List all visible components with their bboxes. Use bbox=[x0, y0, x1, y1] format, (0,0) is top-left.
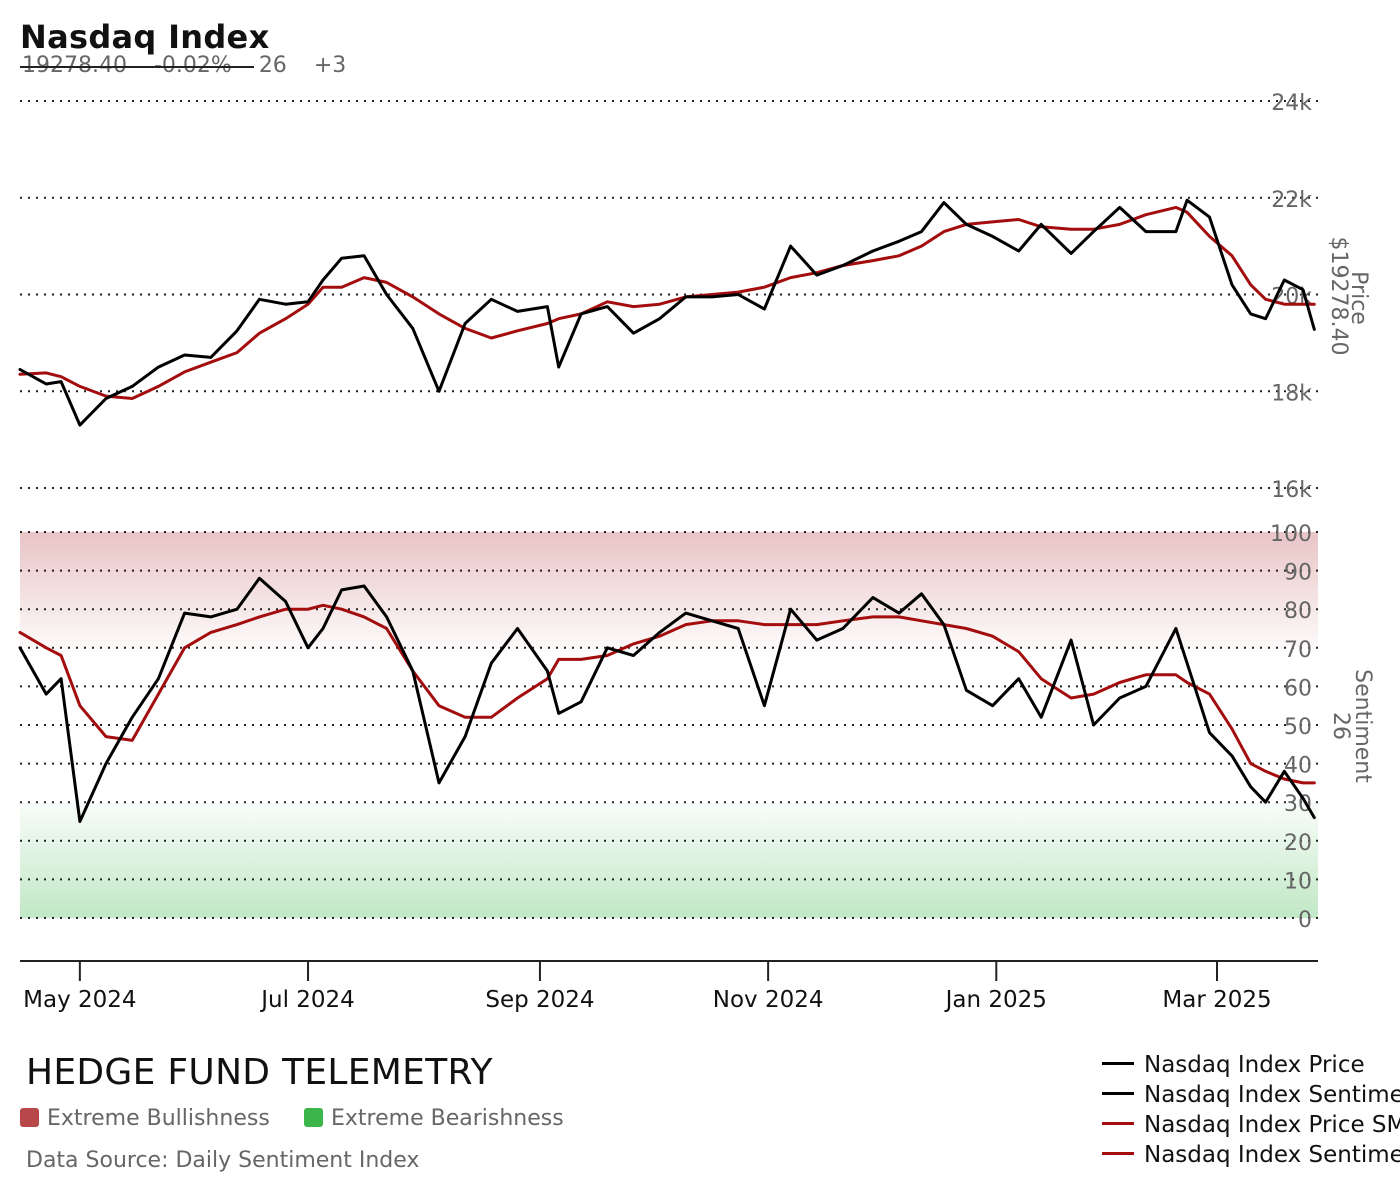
sentiment-line bbox=[18, 576, 1316, 823]
x-tick-label: Jan 2025 bbox=[944, 987, 1047, 1013]
sentiment-tick-label: 80 bbox=[1284, 599, 1312, 624]
sentiment-tick-label: 70 bbox=[1284, 638, 1312, 663]
extreme-bullish-label: Extreme Bullishness bbox=[47, 1106, 270, 1131]
bearish-swatch bbox=[304, 1108, 323, 1127]
header-change: -0.02% bbox=[153, 53, 232, 78]
price-gridlines bbox=[20, 100, 1318, 489]
price-tick-label: 24k bbox=[1271, 91, 1312, 116]
legend-label: Nasdaq Index Price bbox=[1144, 1052, 1365, 1078]
extreme-bearish-key: Extreme Bearishness bbox=[304, 1106, 564, 1131]
header-price: 19278.40 bbox=[22, 53, 127, 78]
data-source: Data Source: Daily Sentiment Index bbox=[26, 1148, 420, 1173]
legend-label: Nasdaq Index Sentiment bbox=[1144, 1082, 1400, 1108]
price-axis-title: Price bbox=[1346, 271, 1371, 325]
legend-item-sentiment-sma[interactable]: Nasdaq Index Sentiment SMA bbox=[1102, 1142, 1400, 1172]
header-sentiment-change: +3 bbox=[313, 53, 347, 78]
x-tick-label: Jul 2024 bbox=[259, 987, 355, 1013]
price-axis-value: $19278.40 bbox=[1326, 237, 1351, 356]
extreme-bullish-zone bbox=[20, 532, 1318, 648]
legend: Nasdaq Index Price Nasdaq Index Sentimen… bbox=[1102, 1052, 1400, 1172]
series-layer bbox=[18, 198, 1316, 823]
extreme-bearish-label: Extreme Bearishness bbox=[331, 1106, 564, 1131]
brand-name: HEDGE FUND TELEMETRY bbox=[26, 1052, 493, 1093]
x-tick-label: May 2024 bbox=[23, 987, 136, 1013]
x-tick-label: Sep 2024 bbox=[485, 987, 594, 1013]
legend-line-icon bbox=[1102, 1062, 1134, 1065]
sentiment-tick-label: 20 bbox=[1284, 831, 1312, 856]
sentiment-axis-title: Sentiment bbox=[1350, 669, 1375, 783]
price-tick-label: 16k bbox=[1271, 478, 1312, 503]
sentiment-tick-label: 60 bbox=[1284, 676, 1312, 701]
extreme-bullish-key: Extreme Bullishness bbox=[20, 1106, 270, 1131]
chart-title: Nasdaq Index bbox=[20, 18, 270, 56]
legend-item-price-sma[interactable]: Nasdaq Index Price SMA bbox=[1102, 1112, 1400, 1142]
header-sentiment: 26 bbox=[258, 53, 287, 78]
price-sma-line bbox=[18, 205, 1316, 400]
legend-item-sentiment[interactable]: Nasdaq Index Sentiment bbox=[1102, 1082, 1400, 1112]
sentiment-gridlines bbox=[20, 531, 1318, 919]
x-tick-label: Nov 2024 bbox=[713, 987, 824, 1013]
price-tick-label: 18k bbox=[1271, 381, 1312, 406]
legend-item-price[interactable]: Nasdaq Index Price bbox=[1102, 1052, 1400, 1082]
price-tick-label: 22k bbox=[1271, 188, 1312, 213]
sentiment-tick-label: 10 bbox=[1284, 869, 1312, 894]
sentiment-sma-line bbox=[18, 603, 1316, 785]
sentiment-tick-label: 100 bbox=[1270, 522, 1312, 547]
x-axis: May 2024 Jul 2024 Sep 2024 Nov 2024 Jan 2025… bbox=[20, 960, 1318, 1013]
sentiment-tick-label: 40 bbox=[1284, 754, 1312, 779]
header-stats: 19278.40 -0.02% 26 +3 bbox=[22, 53, 366, 78]
sentiment-tick-label: 50 bbox=[1284, 715, 1312, 740]
sentiment-tick-label: 90 bbox=[1284, 561, 1312, 586]
header-strikethrough bbox=[20, 66, 254, 68]
sentiment-axis-value: 26 bbox=[1328, 712, 1353, 740]
legend-line-icon bbox=[1102, 1152, 1134, 1155]
legend-label: Nasdaq Index Price SMA bbox=[1144, 1112, 1400, 1138]
legend-label: Nasdaq Index Sentiment SMA bbox=[1144, 1142, 1400, 1168]
price-line bbox=[18, 198, 1316, 427]
bullish-swatch bbox=[20, 1108, 39, 1127]
legend-line-icon bbox=[1102, 1092, 1134, 1095]
x-tick-label: Mar 2025 bbox=[1162, 987, 1271, 1013]
sentiment-tick-label: 0 bbox=[1298, 908, 1312, 933]
extreme-bearish-zone bbox=[20, 802, 1318, 918]
legend-line-icon bbox=[1102, 1122, 1134, 1125]
